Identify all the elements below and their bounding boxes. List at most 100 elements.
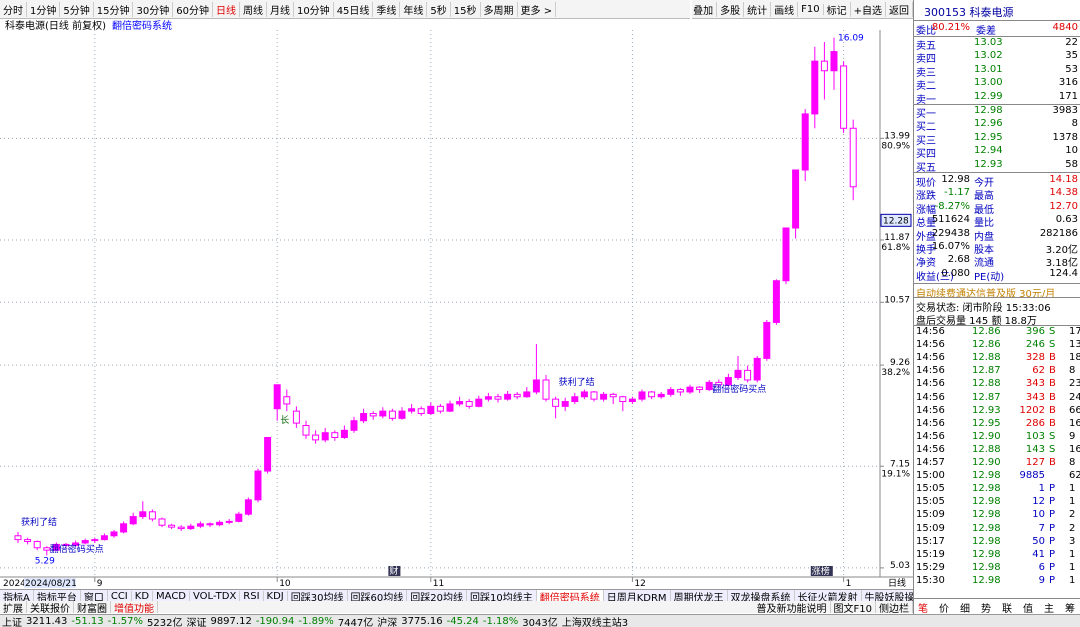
annotation: 翻倍密码买点 bbox=[712, 383, 766, 395]
indicator-tab[interactable]: 指标平台 bbox=[34, 590, 81, 602]
period-button[interactable]: 5分钟 bbox=[60, 1, 94, 17]
indicator-tab[interactable]: RSI bbox=[240, 590, 264, 602]
indicator-tab[interactable]: 长征火箭发射 bbox=[795, 590, 862, 602]
indicator-tab[interactable]: 回踩10均线主 bbox=[467, 590, 537, 602]
trade-volume: 127 bbox=[1025, 457, 1045, 468]
candle-body bbox=[801, 113, 809, 171]
book-label: 买一 bbox=[916, 109, 936, 120]
chart-header: 科泰电源(日线 前复权) 翻倍密码系统 bbox=[2, 18, 175, 31]
tool-button[interactable]: 叠加 bbox=[692, 1, 718, 17]
extra-tab[interactable]: 关联报价 bbox=[27, 601, 74, 613]
panel-tab[interactable]: 势 bbox=[981, 604, 991, 615]
period-button[interactable]: 周线 bbox=[240, 1, 267, 17]
panel-tab[interactable]: 筹 bbox=[1065, 604, 1075, 615]
period-button[interactable]: 5秒 bbox=[427, 1, 451, 17]
candle-body bbox=[772, 280, 780, 323]
period-button[interactable]: 45日线 bbox=[334, 1, 374, 17]
trade-count: 13 bbox=[1069, 339, 1080, 351]
period-button[interactable]: 更多 > bbox=[518, 1, 557, 17]
trade-side: B bbox=[1049, 352, 1056, 364]
candle-body bbox=[158, 518, 166, 526]
candle-body bbox=[523, 391, 531, 398]
period-button[interactable]: 多周期 bbox=[481, 1, 518, 17]
indicator-tab[interactable]: KD bbox=[132, 590, 154, 602]
panel-tab[interactable]: 主 bbox=[1044, 604, 1054, 615]
candle-body bbox=[292, 410, 300, 424]
candle-body bbox=[398, 410, 406, 419]
panel-tab[interactable]: 值 bbox=[1023, 604, 1033, 615]
candle-body bbox=[14, 535, 22, 541]
trade-count: 1 bbox=[1069, 574, 1076, 586]
period-button[interactable]: 60分钟 bbox=[173, 1, 213, 17]
extra-tab[interactable]: 财富圈 bbox=[74, 601, 111, 613]
extra-tab[interactable]: 扩展 bbox=[0, 601, 27, 613]
indicator-tab[interactable]: 窗口 bbox=[81, 590, 108, 602]
stat-label: 今开 bbox=[974, 178, 994, 189]
period-button[interactable]: 10分钟 bbox=[294, 1, 334, 17]
period-button[interactable]: 季线 bbox=[373, 1, 401, 17]
extra-tab[interactable]: 普及新功能说明 bbox=[754, 601, 831, 613]
panel-tab[interactable]: 细 bbox=[960, 604, 970, 615]
indicator-tab[interactable]: 指标A bbox=[0, 590, 34, 602]
indicator-name[interactable]: 翻倍密码系统 bbox=[111, 21, 172, 31]
panel-tab[interactable]: 笔 bbox=[918, 604, 928, 615]
trade-time: 15:05 bbox=[916, 496, 945, 508]
tool-button[interactable]: F10 bbox=[798, 3, 824, 15]
trade-side: P bbox=[1049, 574, 1056, 586]
extra-tabs: 扩展 关联报价 财富圈 增值功能 普及新功能说明 图文F10 侧边栏 bbox=[0, 601, 913, 613]
indicator-tab[interactable]: CCI bbox=[108, 590, 132, 602]
indicator-tab[interactable]: 双龙操盘系统 bbox=[728, 590, 795, 602]
panel-tab[interactable]: 价 bbox=[939, 604, 949, 615]
tool-button[interactable]: 统计 bbox=[744, 1, 772, 17]
candle-body bbox=[580, 391, 588, 398]
extra-tab[interactable]: 图文F10 bbox=[831, 601, 876, 613]
candle-body bbox=[187, 525, 195, 530]
indicator-tab[interactable]: MACD bbox=[153, 590, 191, 602]
indicator-tab[interactable]: 周期伏龙王 bbox=[671, 590, 728, 602]
tool-button[interactable]: 多股 bbox=[717, 1, 745, 17]
marker-box bbox=[810, 566, 833, 576]
book-price: 12.94 bbox=[974, 145, 1003, 157]
period-button[interactable]: 30分钟 bbox=[133, 1, 174, 17]
book-label: 卖二 bbox=[916, 81, 936, 93]
indicator-tab[interactable]: 回踩30均线 bbox=[288, 590, 348, 602]
stat-label: 现价 bbox=[916, 178, 936, 189]
tool-button[interactable]: 标记 bbox=[824, 1, 851, 17]
trade-price: 12.98 bbox=[972, 522, 1001, 534]
tool-button[interactable]: +自选 bbox=[851, 1, 886, 17]
indicator-tab[interactable]: VOL-TDX bbox=[190, 590, 241, 602]
extra-tab[interactable]: 侧边栏 bbox=[876, 601, 913, 613]
trade-count: 17 bbox=[1069, 326, 1080, 337]
tool-button[interactable]: 画线 bbox=[771, 1, 799, 17]
trade-time: 14:56 bbox=[916, 378, 945, 390]
period-button[interactable]: 月线 bbox=[267, 1, 294, 17]
candle-body bbox=[340, 429, 348, 438]
period-button[interactable]: 日线 bbox=[213, 1, 240, 17]
tool-button[interactable]: 返回 bbox=[886, 1, 913, 17]
trade-volume: 396 bbox=[1025, 326, 1045, 337]
period-button[interactable]: 15分钟 bbox=[94, 1, 134, 17]
candle-body bbox=[840, 65, 848, 129]
indicator-tab[interactable]: 牛股妖股操盘 bbox=[862, 590, 913, 603]
indicator-tab[interactable]: 回踩20均线 bbox=[407, 590, 467, 602]
candle-body bbox=[225, 520, 233, 523]
panel-tab[interactable]: 联 bbox=[1002, 604, 1012, 615]
indicator-tab[interactable]: KDJ bbox=[264, 590, 288, 602]
extra-tab[interactable]: 增值功能 bbox=[111, 601, 158, 613]
ad-text[interactable]: 自动续费通达信普及版 30元/月 bbox=[916, 289, 1056, 300]
candle-body bbox=[532, 379, 540, 393]
period-button[interactable]: 15秒 bbox=[451, 1, 481, 17]
candle-body bbox=[744, 369, 752, 381]
book-label: 卖三 bbox=[916, 67, 936, 79]
stat-value: 3.20亿 bbox=[1045, 245, 1078, 256]
indicator-tab[interactable]: 日周月KDRM bbox=[604, 590, 671, 602]
indicator-tab[interactable]: 回踩60均线 bbox=[348, 590, 408, 602]
period-button[interactable]: 分时 bbox=[0, 1, 27, 17]
candle-body bbox=[417, 408, 425, 415]
candle-body bbox=[408, 408, 416, 412]
period-button[interactable]: 1分钟 bbox=[27, 1, 61, 17]
candle-body bbox=[494, 396, 502, 400]
period-button[interactable]: 年线 bbox=[400, 1, 428, 17]
indicator-tab[interactable]: 翻倍密码系统 bbox=[536, 590, 604, 602]
trade-count: 2 bbox=[1069, 509, 1076, 521]
